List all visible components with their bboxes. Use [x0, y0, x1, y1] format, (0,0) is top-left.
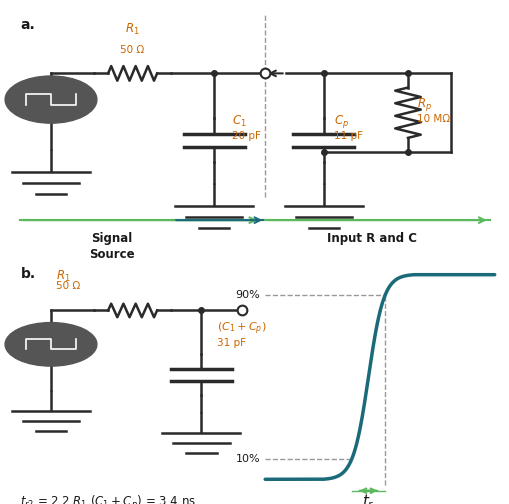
Text: $t_r$: $t_r$: [361, 492, 374, 504]
Text: Input R and C: Input R and C: [327, 232, 416, 245]
Text: Signal
Source: Signal Source: [89, 232, 135, 261]
Text: $C_p$: $C_p$: [333, 113, 349, 131]
Text: a.: a.: [20, 18, 35, 32]
Text: 20 pF: 20 pF: [232, 131, 261, 141]
Text: 50 Ω: 50 Ω: [120, 45, 145, 55]
Text: 10%: 10%: [235, 454, 260, 464]
Text: $C_1$: $C_1$: [232, 114, 246, 130]
Text: 10 MΩ: 10 MΩ: [416, 114, 449, 124]
Text: $R_1$: $R_1$: [56, 269, 71, 284]
Text: $(C_1 + C_p)$: $(C_1 + C_p)$: [216, 321, 266, 337]
Text: 31 pF: 31 pF: [216, 338, 245, 348]
Text: 11 pF: 11 pF: [333, 131, 362, 141]
Text: b.: b.: [20, 267, 36, 281]
Text: $R_1$: $R_1$: [125, 22, 139, 37]
Circle shape: [5, 323, 97, 366]
Circle shape: [5, 76, 97, 123]
Text: $R_p$: $R_p$: [416, 96, 431, 113]
Text: $t_{r2}$ = 2.2 $R_1$ ($C_1 + C_p$) = 3.4 ns: $t_{r2}$ = 2.2 $R_1$ ($C_1 + C_p$) = 3.4…: [20, 494, 196, 504]
Text: 50 Ω: 50 Ω: [56, 281, 80, 291]
Text: 90%: 90%: [235, 290, 260, 300]
